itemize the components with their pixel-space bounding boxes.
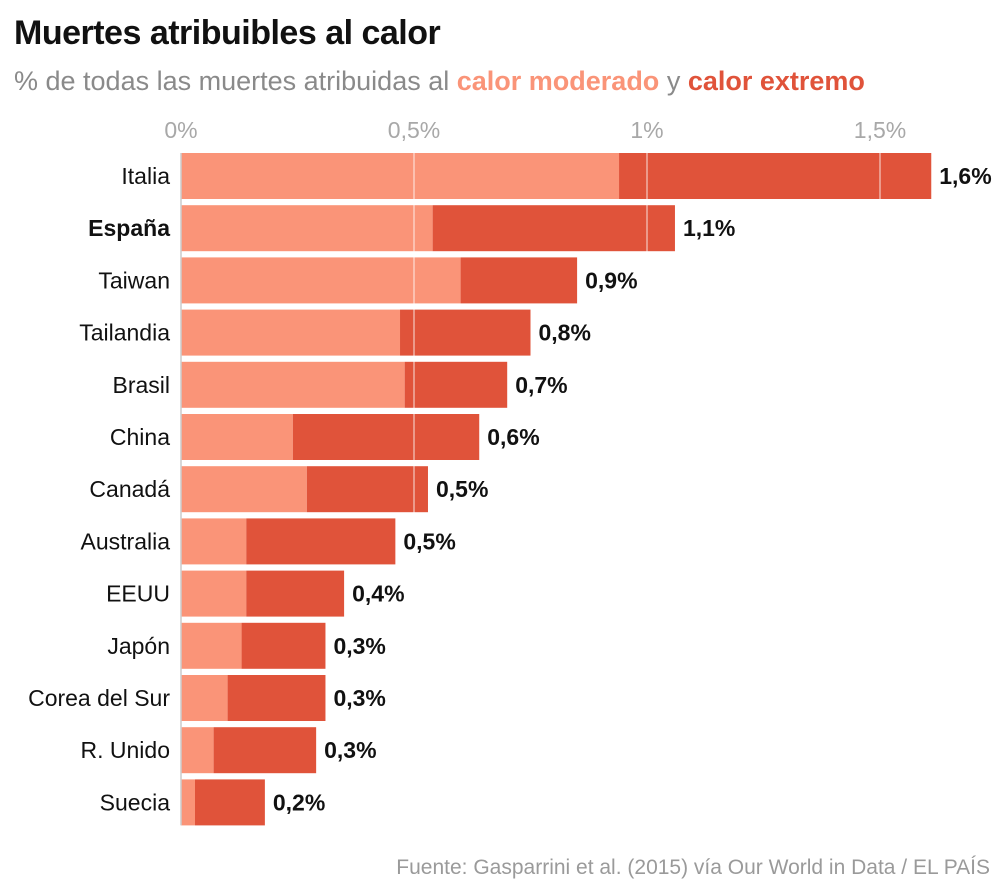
category-label: China: [110, 424, 170, 450]
bar-moderate: [181, 153, 620, 199]
source-note: Fuente: Gasparrini et al. (2015) vía Our…: [396, 856, 990, 879]
total-label: 0,5%: [403, 528, 455, 554]
total-label: 0,8%: [539, 320, 591, 346]
category-label: Brasil: [112, 372, 170, 398]
bar-moderate: [181, 466, 307, 513]
total-label: 0,7%: [515, 372, 567, 398]
category-label: R. Unido: [81, 737, 170, 763]
bar-chart: Italia 1,6% España 1,1% Taiwan 0,9% Tailandia 0…: [28, 117, 992, 826]
bar-extreme: [194, 779, 265, 826]
x-tick-label: 0%: [164, 117, 197, 143]
bar-extreme: [400, 309, 531, 356]
category-label: Italia: [121, 163, 170, 189]
bar-extreme: [213, 727, 317, 774]
bar-extreme: [241, 622, 326, 669]
total-label: 0,9%: [585, 267, 637, 293]
legend-extreme: calor extremo: [687, 66, 865, 96]
x-tick-label: 1,5%: [854, 117, 906, 143]
category-label: Tailandia: [79, 320, 170, 346]
bar-moderate: [181, 570, 247, 617]
bar-moderate: [181, 518, 247, 565]
category-label: Taiwan: [98, 267, 170, 293]
gridlines-group: [180, 153, 881, 826]
bar-extreme: [246, 518, 396, 565]
legend-moderate: calor moderado: [456, 66, 660, 96]
total-label: 0,6%: [487, 424, 539, 450]
bar-moderate: [181, 257, 461, 304]
category-label: España: [88, 215, 170, 241]
subtitle-prefix: % de todas las muertes atribuidas al: [14, 66, 450, 96]
chart-subtitle: % de todas las muertes atribuidas al cal…: [14, 66, 865, 97]
subtitle-conjunction: y: [666, 66, 681, 96]
bar-moderate: [181, 309, 401, 356]
x-tick-label: 0,5%: [388, 117, 440, 143]
bar-extreme: [246, 570, 345, 617]
bar-moderate: [181, 727, 214, 774]
total-label: 1,6%: [939, 163, 991, 189]
category-label: Corea del Sur: [28, 685, 170, 711]
total-label: 0,2%: [273, 789, 325, 815]
bars-group: [181, 153, 932, 826]
bar-extreme: [432, 205, 675, 252]
bar-moderate: [181, 361, 405, 408]
bar-moderate: [181, 622, 242, 669]
bar-extreme: [292, 414, 480, 460]
category-label: Australia: [81, 528, 171, 554]
total-label: 1,1%: [683, 215, 735, 241]
total-label: 0,5%: [436, 476, 488, 502]
total-label: 0,3%: [333, 633, 385, 659]
category-label: EEUU: [106, 581, 170, 607]
category-label: Canadá: [89, 476, 170, 502]
total-label: 0,4%: [352, 581, 404, 607]
total-label: 0,3%: [324, 737, 376, 763]
x-tick-label: 1%: [630, 117, 663, 143]
bar-moderate: [181, 205, 433, 252]
bar-moderate: [181, 779, 195, 826]
bar-extreme: [619, 153, 932, 199]
total-label: 0,3%: [333, 685, 385, 711]
labels-group: Italia 1,6% España 1,1% Taiwan 0,9% Tailandia 0…: [28, 117, 992, 815]
category-label: Japón: [107, 633, 170, 659]
bar-extreme: [460, 257, 578, 304]
bar-moderate: [181, 675, 228, 721]
bar-extreme: [227, 675, 326, 721]
bar-extreme: [306, 466, 428, 513]
bar-moderate: [181, 414, 293, 460]
chart-title: Muertes atribuibles al calor: [14, 14, 441, 52]
bar-extreme: [404, 361, 508, 408]
category-label: Suecia: [100, 789, 171, 815]
